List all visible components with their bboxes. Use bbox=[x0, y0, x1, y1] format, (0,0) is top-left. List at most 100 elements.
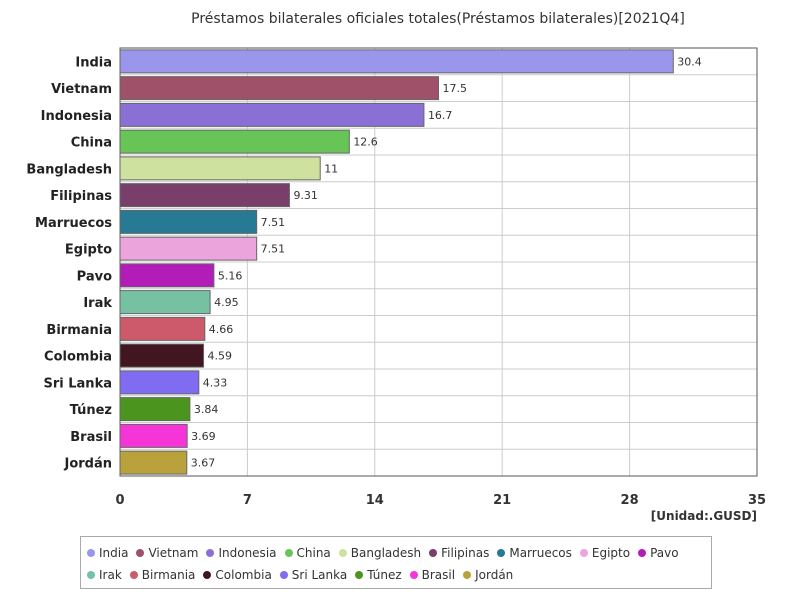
legend-item: Bangladesh bbox=[338, 542, 422, 564]
data-label: 11 bbox=[324, 162, 338, 175]
legend-item: Túnez bbox=[355, 564, 402, 586]
x-tick-labels: 0 7 14 21 28 35 bbox=[115, 493, 766, 508]
category-label: Vietnam bbox=[51, 82, 112, 97]
bar bbox=[119, 129, 350, 154]
category-labels: India Vietnam Indonesia China Bangladesh Fili… bbox=[26, 55, 112, 471]
bar bbox=[119, 236, 258, 261]
data-label: 4.33 bbox=[203, 376, 228, 389]
legend-label: Egipto bbox=[591, 546, 631, 560]
legend-item: Indonesia bbox=[206, 542, 277, 564]
bar bbox=[119, 450, 188, 475]
data-label: 12.6 bbox=[353, 136, 378, 149]
bar bbox=[119, 397, 191, 422]
data-label: 3.84 bbox=[194, 403, 219, 416]
plot-area bbox=[119, 47, 758, 477]
legend-marker bbox=[579, 549, 588, 557]
category-label: Egipto bbox=[65, 243, 112, 258]
bar bbox=[119, 343, 205, 368]
legend-marker bbox=[284, 549, 293, 557]
legend-label: China bbox=[296, 546, 331, 560]
legend-item: Colombia bbox=[203, 564, 272, 586]
category-label: Irak bbox=[83, 296, 112, 311]
legend-item: China bbox=[284, 542, 331, 564]
data-label: 5.16 bbox=[218, 269, 243, 282]
data-label: 4.59 bbox=[208, 350, 233, 363]
category-label: Brasil bbox=[70, 430, 112, 445]
legend-marker bbox=[279, 571, 288, 579]
bar bbox=[119, 423, 188, 448]
legend-marker bbox=[338, 549, 347, 557]
bar bbox=[119, 209, 258, 234]
legend-marker bbox=[203, 571, 212, 579]
legend-marker bbox=[136, 549, 145, 557]
legend-label: Sri Lanka bbox=[291, 568, 348, 582]
legend: India Vietnam Indonesia China Bangladesh Fili… bbox=[80, 536, 712, 589]
chart-title: Préstamos bilaterales oficiales totales(… bbox=[191, 11, 685, 27]
legend-marker bbox=[497, 549, 506, 557]
bar bbox=[119, 49, 674, 74]
data-label: 17.5 bbox=[443, 82, 468, 95]
x-tick-label: 7 bbox=[243, 493, 252, 508]
x-tick-label: 21 bbox=[493, 493, 511, 508]
legend-marker bbox=[87, 571, 95, 579]
grid-lines bbox=[120, 48, 757, 476]
bar bbox=[119, 263, 215, 288]
legend-item: Filipinas bbox=[429, 542, 489, 564]
category-label: India bbox=[75, 55, 112, 70]
category-label: Túnez bbox=[70, 403, 112, 418]
legend-label: Vietnam bbox=[148, 546, 199, 560]
unit-label: [Unidad:.GUSD] bbox=[650, 509, 757, 523]
category-label: Marruecos bbox=[35, 216, 112, 231]
legend-label: Bangladesh bbox=[350, 546, 422, 560]
legend-item: Vietnam bbox=[136, 542, 198, 564]
legend-label: Jordán bbox=[475, 568, 514, 582]
x-tick-label: 28 bbox=[621, 493, 639, 508]
legend-label: Colombia bbox=[215, 568, 272, 582]
legend-label: Túnez bbox=[367, 568, 402, 582]
legend-label: Indonesia bbox=[218, 546, 277, 560]
legend-marker bbox=[129, 571, 138, 579]
legend-marker bbox=[355, 571, 364, 579]
bars bbox=[119, 49, 674, 475]
category-label: Colombia bbox=[44, 350, 112, 365]
legend-marker bbox=[463, 571, 472, 579]
data-label: 3.69 bbox=[191, 430, 216, 443]
data-label: 4.95 bbox=[214, 296, 239, 309]
category-label: Indonesia bbox=[41, 109, 112, 124]
legend-label: Irak bbox=[99, 568, 122, 582]
legend-marker bbox=[429, 549, 438, 557]
legend-marker bbox=[206, 549, 215, 557]
value-labels: 30.4 17.5 16.7 12.6 11 9.31 7.51 7.51 5.16 4.95 4.… bbox=[191, 55, 702, 469]
x-tick-label: 0 bbox=[115, 493, 124, 508]
legend-label: Brasil bbox=[421, 568, 456, 582]
data-label: 30.4 bbox=[677, 55, 702, 68]
category-label: Bangladesh bbox=[26, 162, 112, 177]
category-label: Filipinas bbox=[50, 189, 112, 204]
data-label: 9.31 bbox=[293, 189, 318, 202]
legend-item: Marruecos bbox=[497, 542, 572, 564]
legend-item: Irak bbox=[87, 564, 122, 586]
legend-item: India bbox=[87, 542, 128, 564]
legend-label: India bbox=[99, 546, 129, 560]
category-label: Jordán bbox=[63, 457, 112, 472]
legend-item: Birmania bbox=[129, 564, 196, 586]
data-label: 4.66 bbox=[209, 323, 234, 336]
bar bbox=[119, 156, 321, 181]
bar bbox=[119, 316, 206, 341]
category-label: Birmania bbox=[46, 323, 112, 338]
legend-item: Sri Lanka bbox=[279, 564, 348, 586]
legend-marker bbox=[638, 549, 647, 557]
bar bbox=[119, 76, 439, 101]
bar bbox=[119, 290, 211, 315]
data-label: 7.51 bbox=[261, 243, 286, 256]
legend-label: Filipinas bbox=[441, 546, 490, 560]
legend-label: Marruecos bbox=[509, 546, 572, 560]
data-label: 16.7 bbox=[428, 109, 453, 122]
category-label: Pavo bbox=[77, 269, 112, 284]
legend-marker bbox=[87, 549, 95, 557]
x-tick-label: 14 bbox=[366, 493, 384, 508]
legend-item: Jordán bbox=[463, 564, 513, 586]
legend-label: Birmania bbox=[141, 568, 196, 582]
legend-label: Pavo bbox=[650, 546, 679, 560]
